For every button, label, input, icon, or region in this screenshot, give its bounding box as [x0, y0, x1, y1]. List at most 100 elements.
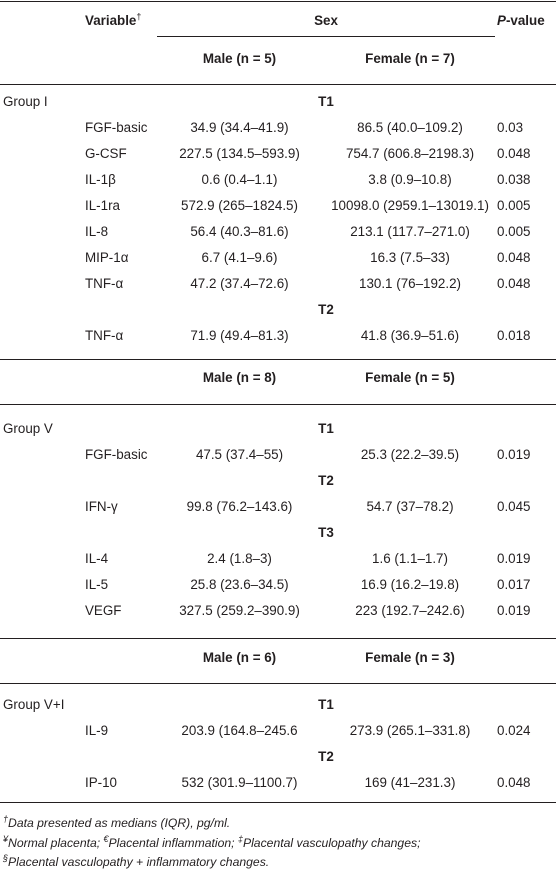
female-value-cell: 223 (192.7–242.6) — [355, 603, 465, 618]
p-value-header: P-value — [497, 13, 545, 28]
table-row: IL-5 25.8 (23.6–34.5) 16.9 (16.2–19.8) 0.01… — [0, 572, 556, 598]
variable-header: Variable† — [85, 11, 142, 28]
sex-header: Sex — [314, 13, 338, 28]
time-point-label: T1 — [318, 421, 334, 436]
variable-cell: FGF-basic — [85, 447, 148, 462]
female-value-cell: 213.1 (117.7–271.0) — [350, 224, 470, 239]
time-point-label: T1 — [318, 697, 334, 712]
female-header: Female (n = 3) — [365, 650, 455, 665]
variable-cell: IL-5 — [85, 577, 109, 592]
table-row: IFN-γ 99.8 (76.2–143.6) 54.7 (37–78.2) 0.04… — [0, 494, 556, 520]
time-point-row: Group V+I T1 — [0, 692, 556, 718]
table-row: IL-1ra 572.9 (265–1824.5) 10098.0 (2959.1–… — [0, 193, 556, 219]
p-value-cell: 0.048 — [497, 775, 531, 790]
subheader-bottom-rule — [0, 683, 556, 684]
group-label: Group V — [3, 421, 53, 436]
table-row: IL-1β 0.6 (0.4–1.1) 3.8 (0.9–10.8) 0.038 — [0, 167, 556, 193]
female-value-cell: 16.9 (16.2–19.8) — [360, 577, 460, 592]
variable-cell: MIP-1α — [85, 250, 129, 265]
p-value-cell: 0.03 — [497, 120, 524, 135]
p-value-cell: 0.019 — [497, 551, 531, 566]
variable-cell: IL-4 — [85, 551, 109, 566]
sex-underline-rule — [157, 36, 495, 37]
p-value-cell: 0.048 — [497, 276, 531, 291]
p-value-cell: 0.005 — [497, 224, 531, 239]
time-point-row: T2 — [0, 468, 556, 494]
table-row: MIP-1α 6.7 (4.1–9.6) 16.3 (7.5–33) 0.048 — [0, 245, 556, 271]
sex-subheader-row: Male (n = 6) Female (n = 3) — [0, 645, 556, 671]
p-value-cell: 0.045 — [497, 499, 531, 514]
male-value-cell: 0.6 (0.4–1.1) — [201, 172, 278, 187]
male-value-cell: 2.4 (1.8–3) — [207, 551, 272, 566]
time-point-label: T2 — [318, 749, 334, 764]
table-row: FGF-basic 47.5 (37.4–55) 25.3 (22.2–39.5) 0… — [0, 442, 556, 468]
time-point-label: T2 — [318, 473, 334, 488]
table-bottom-rule — [0, 802, 556, 803]
p-value-cell: 0.019 — [497, 603, 531, 618]
p-value-cell: 0.024 — [497, 723, 531, 738]
table-row: FGF-basic 34.9 (34.4–41.9) 86.5 (40.0–109.… — [0, 115, 556, 141]
variable-cell: TNF-α — [85, 276, 124, 291]
table-row: TNF-α 71.9 (49.4–81.3) 41.8 (36.9–51.6) 0.0… — [0, 323, 556, 349]
table-row: TNF-α 47.2 (37.4–72.6) 130.1 (76–192.2) 0.0… — [0, 271, 556, 297]
female-value-cell: 1.6 (1.1–1.7) — [372, 551, 448, 566]
time-point-row: Group I T1 — [0, 89, 556, 115]
female-value-cell: 54.7 (37–78.2) — [366, 499, 454, 514]
table-top-rule — [0, 1, 556, 2]
variable-cell: IP-10 — [85, 775, 118, 790]
female-value-cell: 10098.0 (2959.1–13019.1) — [331, 198, 489, 213]
time-point-label: T3 — [318, 525, 334, 540]
variable-cell: IL-1β — [85, 172, 116, 187]
time-point-label: T1 — [318, 94, 334, 109]
variable-cell: TNF-α — [85, 328, 124, 343]
p-value-cell: 0.038 — [497, 172, 531, 187]
male-value-cell: 34.9 (34.4–41.9) — [190, 120, 289, 135]
footnote-3: §Placental vasculopathy + inflammatory c… — [3, 852, 270, 869]
footnote-2: ¥Normal placenta; €Placental inflammatio… — [3, 833, 421, 850]
female-value-cell: 169 (41–231.3) — [364, 775, 456, 790]
p-value-cell: 0.048 — [497, 146, 531, 161]
time-point-row: T2 — [0, 744, 556, 770]
p-value-cell: 0.048 — [497, 250, 531, 265]
header-bottom-rule — [0, 84, 556, 85]
p-value-cell: 0.018 — [497, 328, 531, 343]
female-value-cell: 25.3 (22.2–39.5) — [360, 447, 460, 462]
group-divider-rule — [0, 638, 556, 639]
male-value-cell: 227.5 (134.5–593.9) — [179, 146, 300, 161]
female-value-cell: 3.8 (0.9–10.8) — [368, 172, 452, 187]
female-value-cell: 273.9 (265.1–331.8) — [349, 723, 471, 738]
table-row: IL-8 56.4 (40.3–81.6) 213.1 (117.7–271.0) 0… — [0, 219, 556, 245]
table-row: IL-9 203.9 (164.8–245.6 273.9 (265.1–331.8… — [0, 718, 556, 744]
variable-cell: IFN-γ — [85, 499, 118, 514]
time-point-label: T2 — [318, 302, 334, 317]
variable-cell: IL-1ra — [85, 198, 120, 213]
footnote-1: †Data presented as medians (IQR), pg/ml. — [3, 813, 231, 830]
table-row: G-CSF 227.5 (134.5–593.9) 754.7 (606.8–219… — [0, 141, 556, 167]
p-value-cell: 0.005 — [497, 198, 531, 213]
female-value-cell: 130.1 (76–192.2) — [359, 276, 461, 291]
time-point-row: T3 — [0, 520, 556, 546]
male-value-cell: 532 (301.9–1100.7) — [181, 775, 298, 790]
sex-subheader-row: Male (n = 8) Female (n = 5) — [0, 365, 556, 391]
male-header: Male (n = 5) — [202, 51, 277, 66]
table-row: IL-4 2.4 (1.8–3) 1.6 (1.1–1.7) 0.019 — [0, 546, 556, 572]
female-header: Female (n = 7) — [365, 51, 455, 66]
male-value-cell: 572.9 (265–1824.5) — [181, 198, 298, 213]
table-row: IP-10 532 (301.9–1100.7) 169 (41–231.3) 0.0… — [0, 770, 556, 796]
subheader-bottom-rule — [0, 404, 556, 405]
time-point-row: T2 — [0, 297, 556, 323]
variable-cell: G-CSF — [85, 146, 127, 161]
sex-subheader-row: Male (n = 5) Female (n = 7) — [0, 46, 556, 72]
male-value-cell: 56.4 (40.3–81.6) — [190, 224, 289, 239]
variable-cell: IL-8 — [85, 224, 109, 239]
p-value-cell: 0.017 — [497, 577, 531, 592]
female-value-cell: 16.3 (7.5–33) — [370, 250, 450, 265]
male-value-cell: 99.8 (76.2–143.6) — [186, 499, 293, 514]
female-value-cell: 754.7 (606.8–2198.3) — [345, 146, 475, 161]
variable-cell: VEGF — [85, 603, 122, 618]
male-value-cell: 327.5 (259.2–390.9) — [179, 603, 300, 618]
female-header: Female (n = 5) — [365, 370, 455, 385]
male-value-cell: 71.9 (49.4–81.3) — [190, 328, 289, 343]
variable-cell: FGF-basic — [85, 120, 148, 135]
group-label: Group V+I — [3, 697, 65, 712]
